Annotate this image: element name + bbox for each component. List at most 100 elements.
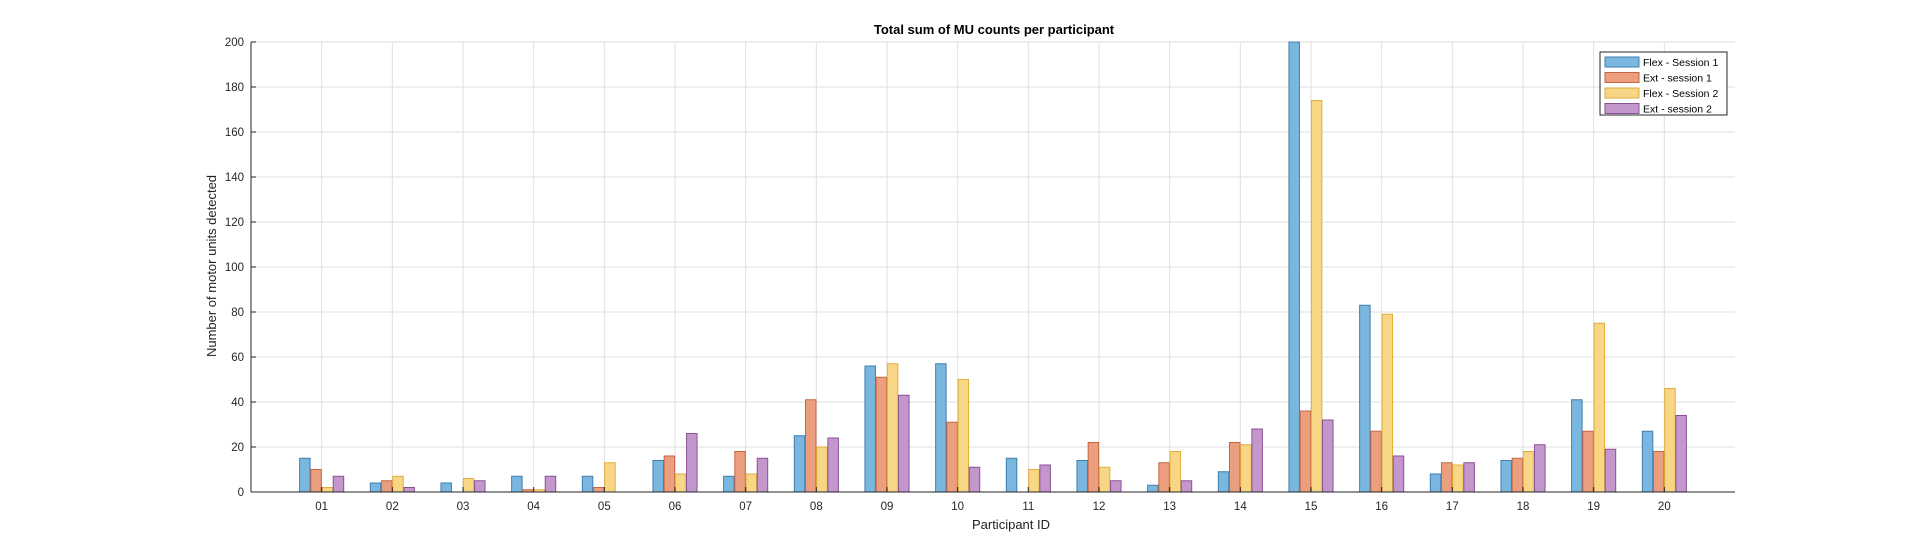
axis-layer — [250, 41, 1735, 493]
bar — [1005, 457, 1018, 493]
bar — [332, 475, 345, 493]
bar — [1511, 457, 1524, 493]
bar — [1381, 313, 1394, 493]
bar — [440, 482, 452, 493]
grid-layer — [251, 41, 1735, 493]
bar — [310, 469, 322, 493]
bar — [968, 466, 981, 493]
bar — [474, 480, 486, 493]
bar — [581, 475, 594, 493]
y-tick-label: 20 — [231, 442, 244, 454]
x-tick-label: 18 — [1517, 501, 1530, 513]
bar — [1652, 451, 1665, 493]
bar — [592, 487, 605, 493]
bar — [1522, 451, 1535, 493]
x-tick-label: 06 — [669, 501, 682, 513]
x-tick-label: 19 — [1587, 501, 1600, 513]
bar — [1571, 399, 1583, 493]
x-tick-label: 02 — [386, 501, 399, 513]
y-tick-label: 0 — [238, 487, 244, 499]
x-tick-label: 05 — [598, 501, 611, 513]
bar — [827, 437, 839, 493]
bar — [511, 475, 523, 493]
bar — [804, 399, 817, 493]
bar — [1664, 388, 1676, 493]
bar — [1288, 41, 1300, 493]
bar — [369, 482, 382, 493]
bar — [1169, 451, 1182, 493]
x-tick-label: 13 — [1163, 501, 1176, 513]
bar — [1147, 484, 1159, 493]
x-tick-label: 09 — [881, 501, 894, 513]
bar — [1240, 444, 1252, 493]
x-axis-label: Participant ID — [972, 517, 1050, 532]
bar — [1110, 480, 1122, 493]
x-tick-label: 04 — [527, 501, 540, 513]
legend-label: Flex - Session 2 — [1643, 88, 1718, 100]
y-tick-label: 140 — [225, 172, 244, 184]
bar — [1370, 430, 1382, 493]
bar — [886, 363, 899, 493]
legend-swatch — [1604, 103, 1640, 114]
legend-swatch — [1604, 87, 1640, 99]
bar — [321, 487, 334, 493]
y-tick-label: 180 — [225, 82, 244, 94]
bar — [734, 451, 746, 493]
bar — [875, 376, 888, 493]
y-tick-label: 100 — [225, 262, 244, 274]
x-tick-label: 01 — [315, 501, 328, 513]
y-tick-label: 120 — [225, 217, 244, 229]
bar — [1582, 430, 1594, 493]
bar — [1322, 419, 1334, 493]
bar — [686, 433, 698, 493]
bar — [1500, 460, 1512, 493]
bar — [1251, 428, 1263, 493]
x-tick-label: 17 — [1446, 501, 1459, 513]
bar — [793, 435, 806, 493]
bar — [392, 475, 404, 493]
bar — [1675, 415, 1687, 493]
bar — [898, 394, 910, 493]
bar — [462, 478, 475, 493]
legend: Flex - Session 1 Ext - session 1 Flex - Se… — [1599, 51, 1728, 116]
bar — [1228, 442, 1241, 493]
x-tick-label: 07 — [739, 501, 752, 513]
bar — [1310, 100, 1323, 493]
x-tick-label: 20 — [1658, 501, 1671, 513]
bar — [299, 457, 311, 493]
legend-swatch — [1604, 56, 1640, 68]
bar — [864, 365, 876, 493]
bar — [1028, 469, 1040, 493]
legend-label: Ext - session 1 — [1643, 73, 1712, 85]
bar — [1593, 322, 1606, 493]
bar — [946, 421, 958, 493]
bar — [1087, 442, 1100, 493]
bar — [1463, 462, 1475, 493]
bar — [1534, 444, 1546, 493]
bar — [544, 475, 557, 493]
bar — [756, 457, 769, 493]
bar — [674, 473, 687, 493]
legend-label: Ext - session 2 — [1643, 104, 1712, 116]
x-tick-label: 11 — [1022, 501, 1034, 513]
bar — [604, 462, 616, 493]
bar — [1180, 480, 1193, 493]
bar — [1217, 471, 1230, 493]
x-tick-label: 15 — [1305, 501, 1318, 513]
bar — [816, 446, 828, 493]
bar — [1452, 464, 1464, 493]
bar — [652, 460, 664, 493]
chart-title: Total sum of MU counts per participant — [874, 22, 1115, 37]
x-tick-label: 03 — [457, 501, 470, 513]
bar — [1359, 304, 1371, 493]
bar — [1076, 460, 1088, 493]
legend-swatch — [1604, 72, 1640, 83]
legend-label: Flex - Session 1 — [1643, 57, 1718, 69]
y-tick-label: 200 — [225, 37, 244, 49]
bar — [1039, 464, 1051, 493]
bar — [663, 455, 676, 493]
y-tick-label: 40 — [231, 397, 244, 409]
y-axis-label: Number of motor units detected — [204, 175, 219, 357]
bar — [1440, 462, 1453, 493]
x-tick-label: 08 — [810, 501, 823, 513]
